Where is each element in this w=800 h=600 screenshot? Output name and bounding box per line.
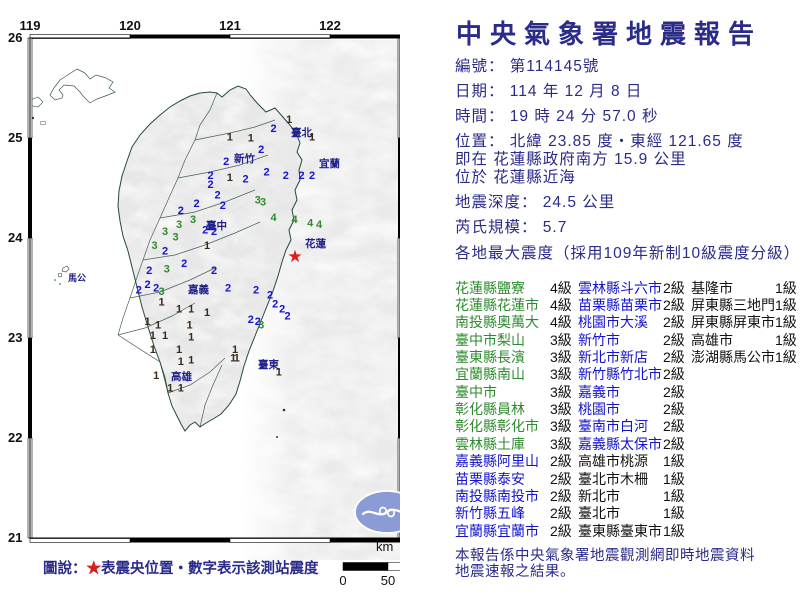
svg-text:2: 2 <box>211 226 217 238</box>
svg-text:3: 3 <box>258 319 264 331</box>
svg-text:2: 2 <box>284 311 290 323</box>
svg-text:3: 3 <box>190 214 196 226</box>
svg-text:22: 22 <box>8 430 22 445</box>
svg-text:1: 1 <box>204 240 210 252</box>
svg-text:23: 23 <box>8 330 22 345</box>
svg-text:1: 1 <box>188 304 194 316</box>
svg-text:1: 1 <box>153 370 159 382</box>
svg-text:1: 1 <box>204 307 210 319</box>
svg-text:1: 1 <box>309 132 315 144</box>
svg-text:4: 4 <box>270 212 277 224</box>
svg-text:4: 4 <box>307 217 314 229</box>
svg-text:2: 2 <box>223 156 229 168</box>
svg-text:1: 1 <box>178 382 184 394</box>
svg-text:1: 1 <box>227 172 233 184</box>
svg-text:2: 2 <box>178 205 184 217</box>
svg-text:121: 121 <box>219 18 241 33</box>
svg-text:1: 1 <box>248 133 254 145</box>
svg-text:3: 3 <box>176 219 182 231</box>
svg-text:2: 2 <box>253 284 259 296</box>
svg-text:2: 2 <box>202 224 208 236</box>
svg-text:花蓮: 花蓮 <box>305 237 326 250</box>
svg-text:2: 2 <box>220 200 226 212</box>
svg-text:3: 3 <box>151 240 157 252</box>
svg-text:1: 1 <box>188 332 194 344</box>
svg-text:2: 2 <box>225 283 231 295</box>
svg-text:2: 2 <box>258 144 264 156</box>
svg-text:3: 3 <box>260 196 266 208</box>
svg-text:21: 21 <box>8 530 22 545</box>
svg-text:1: 1 <box>162 330 168 342</box>
svg-text:2: 2 <box>211 265 217 277</box>
svg-text:1: 1 <box>234 353 240 365</box>
svg-text:2: 2 <box>162 245 168 257</box>
svg-text:km: km <box>376 539 393 554</box>
svg-text:2: 2 <box>272 298 278 310</box>
svg-text:1: 1 <box>286 114 292 126</box>
svg-text:2: 2 <box>146 265 152 277</box>
svg-text:1: 1 <box>176 304 182 316</box>
svg-text:1: 1 <box>176 344 182 356</box>
svg-text:圖說：★表震央位置‧數字表示該測站震度: 圖說：★表震央位置‧數字表示該測站震度 <box>43 559 319 577</box>
svg-text:24: 24 <box>8 230 23 245</box>
svg-text:3: 3 <box>162 226 168 238</box>
svg-text:4: 4 <box>291 214 298 226</box>
svg-text:馬公: 馬公 <box>67 273 86 283</box>
svg-text:120: 120 <box>119 18 141 33</box>
svg-text:2: 2 <box>207 179 213 191</box>
svg-text:嘉義: 嘉義 <box>187 283 209 296</box>
svg-text:119: 119 <box>20 18 41 33</box>
svg-text:122: 122 <box>319 18 341 33</box>
svg-text:1: 1 <box>158 297 164 309</box>
svg-text:3: 3 <box>164 263 170 275</box>
svg-text:1: 1 <box>227 132 233 144</box>
svg-text:新竹: 新竹 <box>234 152 255 165</box>
svg-text:1: 1 <box>276 367 282 379</box>
svg-text:高雄: 高雄 <box>171 370 192 383</box>
svg-text:1: 1 <box>167 382 173 394</box>
svg-text:0: 0 <box>339 573 346 588</box>
svg-text:2: 2 <box>144 279 150 291</box>
svg-text:2: 2 <box>283 170 289 182</box>
svg-text:1: 1 <box>178 356 184 368</box>
svg-text:1: 1 <box>150 330 156 342</box>
svg-text:50: 50 <box>381 573 395 588</box>
svg-text:2: 2 <box>136 284 142 296</box>
svg-text:1: 1 <box>144 316 150 328</box>
svg-text:26: 26 <box>8 30 22 45</box>
svg-text:3: 3 <box>172 231 178 243</box>
svg-text:4: 4 <box>316 219 323 231</box>
svg-text:2: 2 <box>270 123 276 135</box>
svg-text:1: 1 <box>188 354 194 366</box>
svg-text:2: 2 <box>263 167 269 179</box>
svg-text:1: 1 <box>186 319 192 331</box>
svg-text:★: ★ <box>287 247 302 266</box>
svg-text:25: 25 <box>8 130 22 145</box>
svg-text:2: 2 <box>309 170 315 182</box>
svg-text:宜蘭: 宜蘭 <box>319 157 340 170</box>
svg-text:2: 2 <box>193 198 199 210</box>
svg-text:2: 2 <box>181 258 187 270</box>
svg-text:2: 2 <box>242 174 248 186</box>
svg-text:2: 2 <box>248 314 254 326</box>
svg-text:2: 2 <box>298 170 304 182</box>
svg-text:1: 1 <box>150 344 156 356</box>
